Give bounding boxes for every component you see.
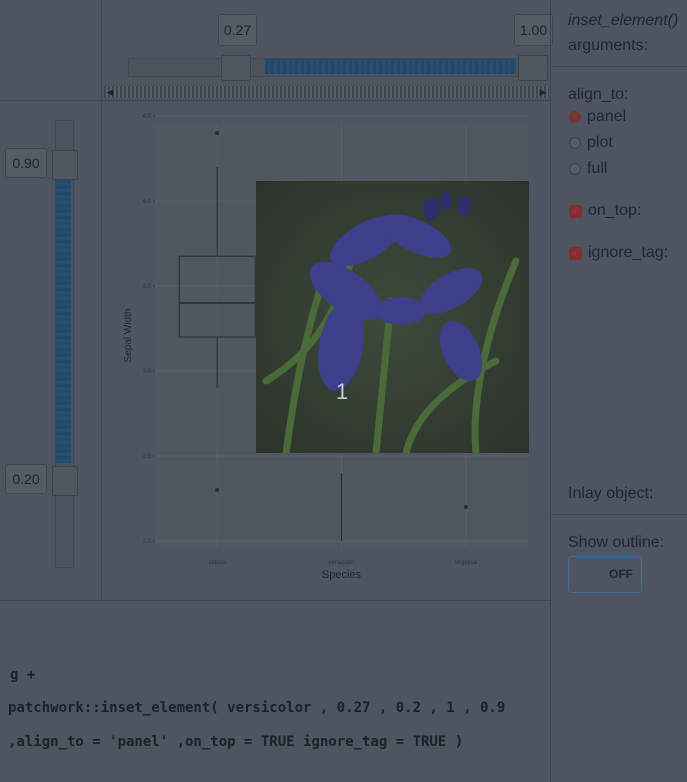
radio-full[interactable]: full (569, 160, 607, 178)
x-axis-title: Species (322, 569, 362, 581)
box-outlier-point (215, 488, 220, 492)
vslider-range[interactable] (56, 167, 71, 463)
code-line-2: patchwork::inset_element( versicolor , 0… (8, 700, 506, 716)
radio-full-label: full (587, 160, 608, 177)
x-tick-label: setosa (208, 560, 226, 566)
show-outline-toggle[interactable]: OFF (568, 556, 642, 593)
horizontal-scrollbar[interactable] (104, 86, 549, 98)
radio-full-indicator[interactable] (569, 163, 581, 175)
hslider-range[interactable] (264, 59, 516, 74)
scroll-left-icon[interactable]: ◀ (106, 87, 114, 97)
y-tick-label: 3.0 (143, 369, 152, 375)
hslider-low-handle[interactable] (221, 55, 251, 81)
radio-plot-indicator[interactable] (569, 137, 581, 149)
y-axis-title: Sepal Width (123, 309, 134, 363)
box-body (178, 255, 256, 338)
vslider-high-handle[interactable] (52, 150, 78, 180)
divider-side-1 (551, 66, 687, 67)
vslider-high-value: 0.90 (5, 148, 47, 178)
divider-horizontal-top (0, 100, 550, 101)
toggle-state-text: OFF (609, 567, 633, 581)
side-title: inset_element() (568, 12, 679, 29)
box-outlier-point (463, 505, 468, 509)
inset-label: 1 (336, 379, 348, 404)
on-top-checkbox[interactable]: ✓ on_top: (569, 202, 641, 220)
y-tick-label: 3.5 (143, 284, 152, 290)
show-outline-label: Show outline: (568, 534, 665, 551)
hslider-high-value: 1.00 (514, 14, 553, 46)
y-tick-label: 2.0 (143, 539, 152, 545)
ignore-tag-label: ignore_tag: (588, 244, 669, 261)
ignore-tag-checkbox[interactable]: ✓ ignore_tag: (569, 244, 668, 262)
inset-flower-image: 1 (256, 181, 529, 453)
hslider-high-handle[interactable] (518, 55, 548, 81)
code-line-1: g + (10, 667, 36, 683)
divider-vertical-main (550, 0, 551, 782)
y-tick-label: 2.5 (143, 454, 152, 460)
radio-plot-label: plot (587, 134, 613, 151)
y-tick-label: 4.0 (143, 199, 152, 205)
divider-horizontal-bottom (0, 600, 550, 601)
divider-vertical-left (101, 0, 102, 600)
radio-panel[interactable]: panel (569, 108, 626, 126)
inlay-object-label: Inlay object: (568, 485, 654, 502)
code-line-3: ,align_to = 'panel' ,on_top = TRUE ignor… (8, 734, 464, 750)
x-tick-label: virginica (455, 560, 478, 566)
align-to-label: align_to: (568, 86, 629, 103)
y-tick-label: 4.5 (143, 114, 152, 120)
on-top-check-icon[interactable]: ✓ (569, 204, 582, 218)
scroll-right-icon[interactable]: ▶ (539, 87, 547, 97)
vslider-low-handle[interactable] (52, 466, 78, 496)
box-outlier-point (215, 131, 220, 135)
hslider-low-value: 0.27 (218, 14, 257, 46)
divider-side-2 (551, 514, 687, 515)
radio-panel-label: panel (587, 108, 627, 125)
side-subtitle: arguments: (568, 37, 649, 54)
radio-plot[interactable]: plot (569, 134, 613, 152)
radio-panel-indicator[interactable] (569, 111, 581, 123)
x-tick-label: versicolor (329, 560, 355, 566)
vslider-low-value: 0.20 (5, 464, 47, 494)
on-top-label: on_top: (588, 202, 642, 219)
ignore-tag-check-icon[interactable]: ✓ (569, 246, 582, 260)
